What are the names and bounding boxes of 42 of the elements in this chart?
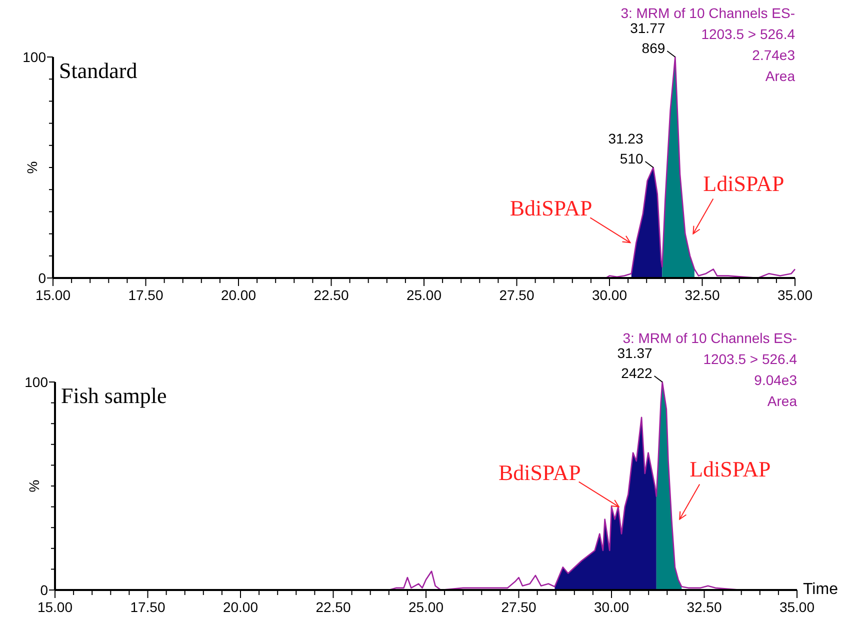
annotation: Area bbox=[767, 393, 798, 409]
chart-title: Standard bbox=[59, 58, 138, 83]
x-tick-label: 17.50 bbox=[128, 287, 164, 303]
x-tick-label: 27.50 bbox=[499, 287, 534, 303]
x-axis-title: Time bbox=[803, 581, 838, 598]
x-tick-label: 35.00 bbox=[777, 287, 813, 303]
annotation: 9.04e3 bbox=[754, 372, 798, 388]
chart-title: Fish sample bbox=[61, 383, 167, 408]
x-tick-label: 27.50 bbox=[501, 599, 536, 615]
text: 3: MRM of 10 Channels ES- bbox=[620, 5, 796, 21]
x-tick-label: 17.50 bbox=[130, 599, 166, 615]
x-tick-label: 22.50 bbox=[314, 287, 349, 303]
y-tick-label: 100 bbox=[24, 374, 48, 390]
series-label: LdiSPAP bbox=[690, 456, 771, 482]
annotation: Area bbox=[765, 68, 796, 84]
annotation: 31.23 510 bbox=[608, 130, 644, 166]
y-tick-label: 100 bbox=[22, 49, 46, 65]
text: 3: MRM of 10 Channels ES- bbox=[622, 330, 798, 346]
x-tick-label: 25.00 bbox=[408, 599, 444, 615]
y-tick-label: 0 bbox=[40, 582, 48, 598]
annotation: 31.77 869 bbox=[630, 20, 666, 56]
x-tick-label: 15.00 bbox=[37, 599, 73, 615]
y-axis-title: % bbox=[24, 161, 40, 174]
series-label: LdiSPAP bbox=[703, 170, 784, 196]
x-tick-label: 30.00 bbox=[594, 599, 630, 615]
x-tick-label: 25.00 bbox=[406, 287, 442, 303]
x-tick-label: 20.00 bbox=[222, 599, 258, 615]
x-tick-label: 35.00 bbox=[779, 599, 815, 615]
text: 1203.5 > 526.4 bbox=[703, 351, 798, 367]
annotation: 31.37 2422 bbox=[617, 345, 653, 381]
y-axis-title: % bbox=[26, 480, 42, 492]
x-tick-label: 32.50 bbox=[684, 287, 720, 303]
text: BdiSPAP bbox=[510, 196, 592, 221]
y-tick-label: 0 bbox=[38, 270, 46, 286]
text: 1203.5 > 526.4 bbox=[701, 26, 796, 42]
annotation: 2.74e3 bbox=[752, 47, 796, 63]
x-tick-label: 32.50 bbox=[686, 599, 722, 615]
x-tick-label: 22.50 bbox=[316, 599, 351, 615]
x-tick-label: 30.00 bbox=[592, 287, 628, 303]
x-tick-label: 15.00 bbox=[35, 287, 71, 303]
series-label: BdiSPAP bbox=[498, 460, 581, 485]
x-tick-label: 20.00 bbox=[220, 287, 256, 303]
